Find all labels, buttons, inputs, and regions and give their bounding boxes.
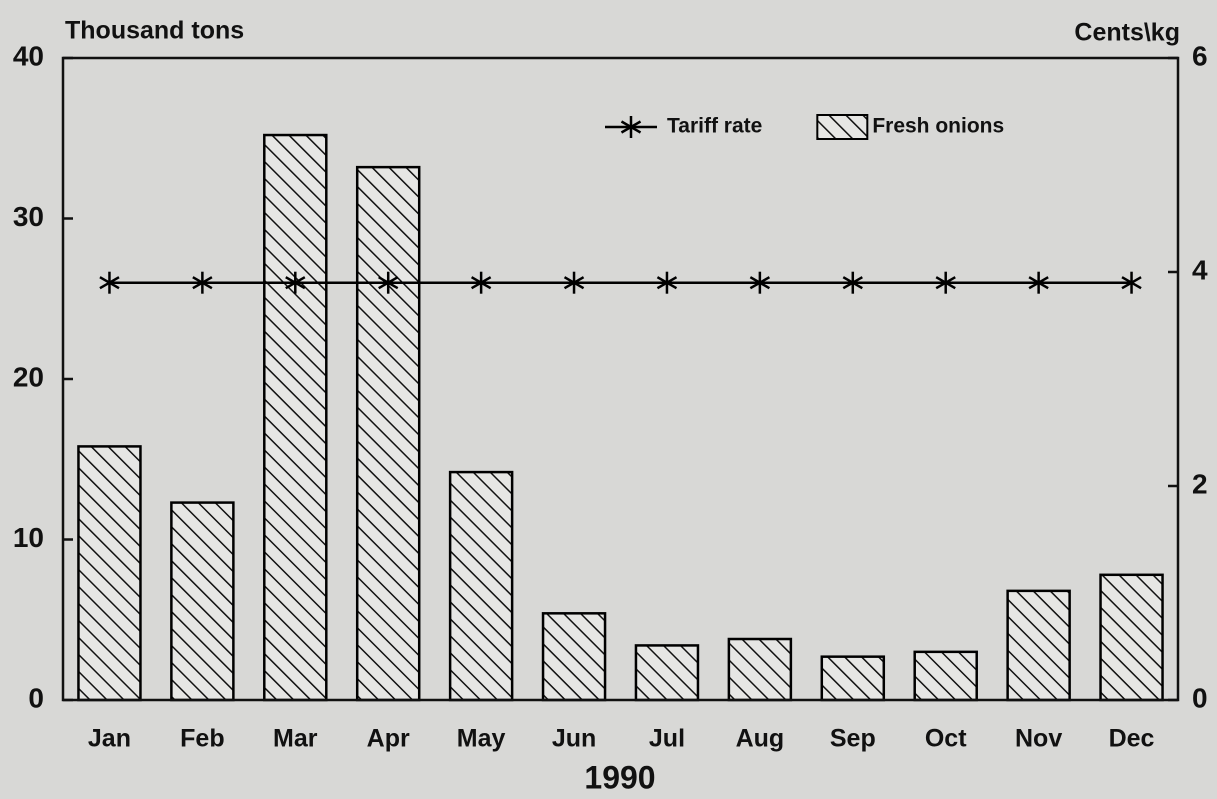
marker-stroke (620, 120, 642, 134)
x-tick-label: Feb (180, 725, 224, 753)
line-marker (470, 271, 492, 294)
marker-stroke (378, 276, 399, 290)
y-tick-label: 30 (13, 201, 44, 232)
x-tick-label: Sep (830, 725, 876, 753)
bar (541, 612, 607, 702)
y-tick-label: 0 (28, 682, 44, 713)
line-marker (378, 271, 399, 294)
bar (727, 637, 793, 702)
y2-axis-title: Cents\kg (1074, 19, 1180, 47)
bar (170, 501, 235, 702)
bar (634, 644, 700, 702)
marker-stroke (192, 276, 213, 290)
x-tick-label: Jun (552, 725, 596, 753)
bar (263, 133, 328, 702)
x-tick-label: Mar (273, 725, 318, 753)
line-marker (192, 271, 213, 294)
y2-tick-label: 4 (1192, 254, 1208, 285)
y-tick-label: 40 (13, 40, 44, 71)
marker-stroke (285, 276, 306, 290)
x-tick-label: Apr (367, 725, 410, 753)
marker-stroke (656, 276, 678, 290)
x-axis-title: 1990 (584, 759, 655, 795)
marker-stroke (1028, 276, 1049, 290)
x-tick-label: Aug (736, 725, 785, 753)
line-marker (1028, 271, 1049, 294)
y-tick-label: 20 (13, 361, 44, 392)
marker-stroke (749, 276, 771, 290)
x-tick-label: Jul (649, 725, 685, 753)
line-marker (285, 271, 306, 294)
y-axis-title: Thousand tons (65, 17, 244, 45)
y2-tick-label: 0 (1192, 682, 1208, 713)
line-marker (935, 271, 956, 294)
bar (77, 445, 142, 702)
bar (1006, 589, 1071, 702)
line-marker (99, 271, 120, 294)
x-tick-label: May (457, 725, 506, 753)
y2-tick-label: 2 (1192, 468, 1208, 499)
line-marker (656, 271, 678, 294)
y2-tick-label: 6 (1192, 40, 1208, 71)
legend-label: Fresh onions (872, 115, 1004, 138)
x-tick-label: Dec (1109, 725, 1155, 753)
marker-stroke (1121, 276, 1142, 290)
x-tick-label: Jan (88, 725, 131, 753)
line-marker (749, 271, 771, 294)
bar (355, 165, 421, 702)
legend-label: Tariff rate (667, 115, 762, 138)
legend-swatch (816, 114, 869, 140)
marker-stroke (99, 276, 120, 290)
y-tick-label: 10 (13, 522, 44, 553)
marker-stroke (470, 276, 492, 290)
marker-stroke (842, 276, 863, 290)
x-tick-label: Nov (1015, 725, 1062, 753)
bar (448, 470, 514, 702)
marker-stroke (563, 276, 585, 290)
marker-stroke (935, 276, 956, 290)
bar (1099, 573, 1164, 702)
line-marker (842, 271, 863, 294)
bar (913, 650, 978, 702)
legend-marker (620, 116, 642, 138)
bar (820, 655, 886, 702)
line-marker (563, 271, 585, 294)
line-marker (1121, 271, 1142, 294)
x-tick-label: Oct (925, 725, 967, 753)
